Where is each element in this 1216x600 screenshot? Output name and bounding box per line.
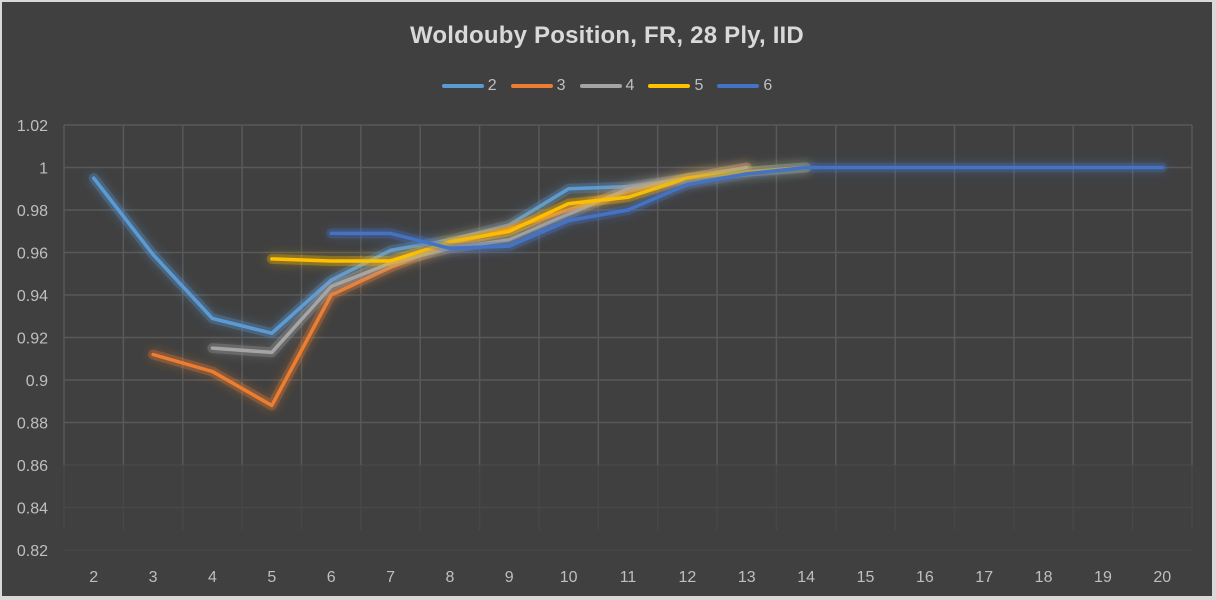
x-tick-label: 14 <box>797 569 815 586</box>
legend-label: 5 <box>694 77 704 94</box>
legend-line-icon <box>717 84 760 88</box>
legend-item-5[interactable]: 5 <box>648 77 703 95</box>
y-axis-labels: 0.82 0.84 0.86 0.88 0.9 0.92 0.94 0.96 0.98 1 1.02 <box>17 118 48 560</box>
x-tick-label: 8 <box>445 569 454 586</box>
legend-label: 6 <box>763 77 773 94</box>
legend-line-icon <box>648 84 691 88</box>
x-tick-label: 9 <box>505 569 514 586</box>
x-tick-label: 7 <box>386 569 395 586</box>
y-tick-label: 0.92 <box>17 331 48 348</box>
x-tick-label: 11 <box>620 569 637 586</box>
y-tick-label: 0.88 <box>17 416 48 433</box>
y-tick-label: 0.82 <box>17 543 48 560</box>
y-tick-label: 1.02 <box>17 118 48 135</box>
y-tick-label: 1 <box>39 161 48 178</box>
y-tick-label: 0.96 <box>17 246 48 263</box>
gridlines <box>63 124 1193 551</box>
x-tick-label: 19 <box>1094 569 1112 586</box>
y-tick-label: 0.94 <box>17 288 48 305</box>
legend-line-icon <box>579 84 622 88</box>
legend-line-icon <box>441 84 484 88</box>
legend-line-icon <box>510 84 553 88</box>
legend: 2 3 4 5 6 <box>2 77 1212 95</box>
x-tick-label: 3 <box>149 569 158 586</box>
legend-label: 3 <box>556 77 566 94</box>
x-axis-labels: 2 3 4 5 6 7 8 9 10 11 12 13 14 15 16 17 18 19 20 <box>89 569 1171 586</box>
x-tick-label: 6 <box>327 569 336 586</box>
x-tick-label: 20 <box>1153 569 1171 586</box>
x-tick-label: 4 <box>208 569 217 586</box>
series-6-line <box>326 162 1168 254</box>
legend-label: 2 <box>487 77 497 94</box>
x-tick-label: 10 <box>560 569 578 586</box>
legend-item-2[interactable]: 2 <box>441 77 497 95</box>
chart-title: Woldouby Position, FR, 28 Ply, IID <box>410 22 804 49</box>
y-tick-label: 0.86 <box>17 458 48 475</box>
y-tick-label: 0.9 <box>26 373 48 390</box>
legend-item-6[interactable]: 6 <box>717 77 772 95</box>
x-tick-label: 13 <box>738 569 756 586</box>
x-tick-label: 12 <box>678 569 696 586</box>
x-tick-label: 5 <box>267 569 276 586</box>
y-tick-label: 0.84 <box>17 501 48 518</box>
x-tick-label: 2 <box>89 569 98 586</box>
y-tick-label: 0.98 <box>17 203 48 220</box>
legend-item-4[interactable]: 4 <box>579 77 635 95</box>
legend-item-3[interactable]: 3 <box>510 77 566 95</box>
legend-label: 4 <box>625 77 635 94</box>
x-tick-label: 17 <box>975 569 993 586</box>
x-tick-label: 15 <box>857 569 875 586</box>
x-tick-label: 18 <box>1035 569 1053 586</box>
x-tick-label: 16 <box>916 569 934 586</box>
